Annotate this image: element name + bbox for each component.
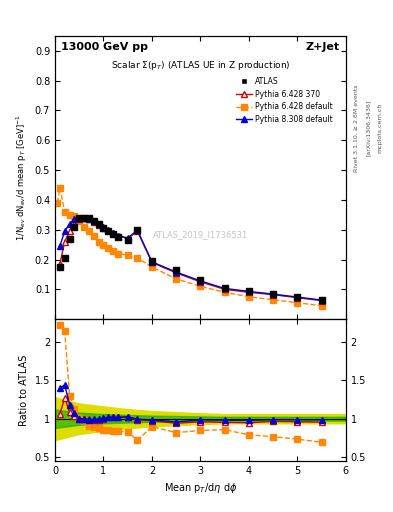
- Y-axis label: 1/N$_{ev}$ dN$_{ev}$/d mean p$_T$ [GeV]$^{-1}$: 1/N$_{ev}$ dN$_{ev}$/d mean p$_T$ [GeV]$…: [15, 114, 29, 241]
- Text: [arXiv:1306.3436]: [arXiv:1306.3436]: [365, 100, 371, 156]
- Text: Rivet 3.1.10, ≥ 2.6M events: Rivet 3.1.10, ≥ 2.6M events: [354, 84, 359, 172]
- Text: Scalar $\Sigma$(p$_T$) (ATLAS UE in Z production): Scalar $\Sigma$(p$_T$) (ATLAS UE in Z pr…: [110, 58, 290, 72]
- Legend: ATLAS, Pythia 6.428 370, Pythia 6.428 default, Pythia 8.308 default: ATLAS, Pythia 6.428 370, Pythia 6.428 de…: [233, 74, 336, 127]
- Text: mcplots.cern.ch: mcplots.cern.ch: [377, 103, 382, 153]
- Text: ATLAS_2019_I1736531: ATLAS_2019_I1736531: [153, 230, 248, 239]
- X-axis label: Mean p$_T$/d$\eta$ d$\phi$: Mean p$_T$/d$\eta$ d$\phi$: [163, 481, 237, 495]
- Text: 13000 GeV pp: 13000 GeV pp: [61, 41, 148, 52]
- Text: Z+Jet: Z+Jet: [306, 41, 340, 52]
- Y-axis label: Ratio to ATLAS: Ratio to ATLAS: [19, 354, 29, 425]
